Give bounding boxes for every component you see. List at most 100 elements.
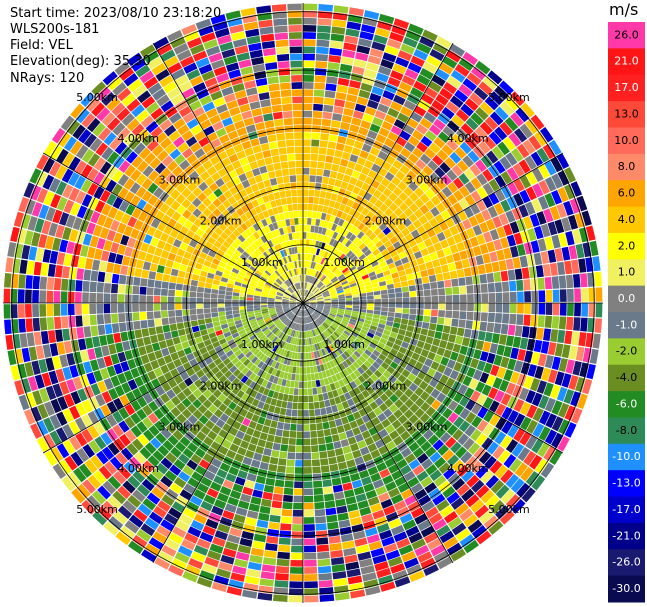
range-gate (127, 494, 142, 508)
range-gate (414, 187, 425, 198)
range-gate (257, 416, 266, 425)
range-gate (471, 479, 485, 493)
range-gate (305, 345, 309, 353)
range-gate (449, 244, 459, 254)
range-gate (358, 355, 367, 363)
range-gate (277, 363, 284, 371)
range-gate (310, 303, 317, 305)
range-gate (324, 279, 331, 285)
range-gate (523, 314, 531, 326)
range-gate (417, 303, 424, 309)
range-gate (248, 177, 257, 186)
range-gate (275, 303, 282, 305)
range-gate (287, 153, 295, 161)
range-gate (193, 218, 203, 228)
range-gate (538, 395, 550, 410)
range-gate (175, 520, 190, 532)
range-gate (238, 329, 246, 336)
range-gate (298, 345, 301, 353)
range-gate (55, 165, 68, 180)
range-gate (322, 276, 328, 283)
range-gate (260, 99, 271, 108)
range-gate (313, 103, 324, 112)
range-gate (136, 421, 148, 433)
range-gate (226, 283, 234, 289)
range-gate (374, 397, 384, 407)
range-gate (318, 147, 327, 155)
range-gate (349, 154, 359, 163)
range-gate (313, 487, 324, 495)
range-gate (557, 402, 570, 418)
range-gate (190, 320, 199, 327)
range-gate (117, 505, 133, 520)
range-gate (483, 410, 495, 423)
range-gate (273, 191, 281, 200)
range-gate (403, 124, 415, 135)
range-gate (484, 96, 499, 111)
range-gate (243, 358, 251, 367)
range-gate (262, 210, 270, 219)
range-gate (258, 19, 273, 28)
range-gate (449, 151, 462, 164)
range-gate (372, 509, 385, 520)
range-gate (429, 469, 442, 482)
range-gate (285, 466, 295, 474)
range-gate (452, 177, 464, 189)
range-gate (222, 240, 231, 249)
range-gate (313, 96, 324, 105)
range-gate (227, 392, 236, 401)
range-gate (344, 239, 352, 248)
range-gate (360, 363, 369, 372)
range-gate (357, 366, 365, 375)
range-gate (379, 203, 389, 213)
range-gate (201, 334, 210, 342)
range-gate (174, 74, 189, 87)
range-gate (463, 267, 472, 277)
range-gate (363, 237, 372, 246)
range-gate (371, 321, 379, 327)
range-gate (364, 527, 378, 537)
range-gate (182, 235, 192, 245)
range-gate (281, 234, 287, 242)
range-gate (127, 52, 143, 67)
range-gate (306, 359, 310, 367)
range-gate (236, 380, 245, 390)
range-gate (216, 236, 226, 245)
range-gate (254, 205, 262, 214)
range-gate (111, 313, 119, 324)
range-gate (132, 388, 143, 400)
range-gate (255, 248, 263, 256)
range-gate (228, 401, 237, 411)
range-gate (99, 335, 108, 346)
range-gate (323, 308, 331, 312)
range-gate (214, 499, 227, 510)
range-gate (196, 303, 204, 309)
range-gate (46, 277, 55, 290)
range-gate (303, 225, 307, 232)
range-gate (322, 290, 329, 295)
range-gate (445, 217, 455, 228)
range-gate (271, 316, 279, 321)
range-gate (462, 375, 473, 387)
range-gate (317, 437, 326, 445)
range-gate (510, 478, 525, 493)
range-gate (403, 378, 413, 388)
range-gate (298, 324, 301, 331)
range-gate (198, 324, 207, 331)
range-gate (327, 328, 333, 335)
range-gate (106, 401, 118, 414)
range-gate (429, 252, 439, 261)
range-gate (97, 505, 112, 521)
range-gate (31, 360, 41, 375)
range-gate (107, 76, 123, 91)
range-gate (338, 276, 346, 282)
range-gate (346, 398, 355, 407)
range-gate (495, 484, 510, 499)
range-gate (303, 310, 306, 317)
range-gate (241, 264, 249, 271)
range-gate (387, 414, 398, 424)
range-gate (319, 234, 325, 242)
range-gate (236, 96, 249, 106)
range-gate (333, 491, 345, 500)
range-gate (414, 544, 430, 557)
